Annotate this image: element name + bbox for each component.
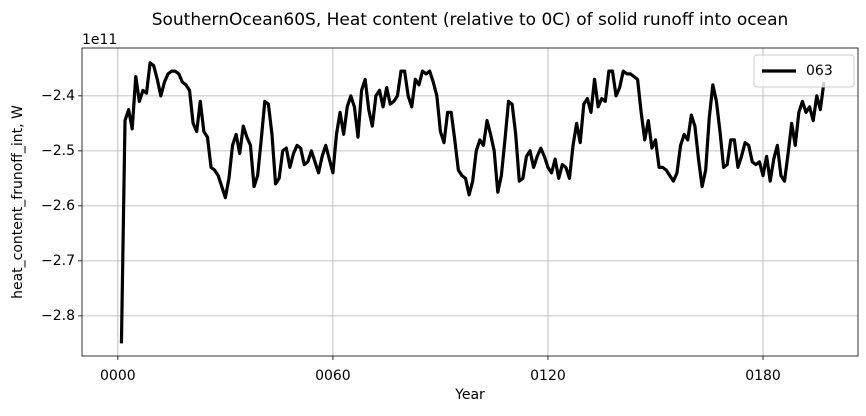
y-tick-label: −2.5 [41, 143, 75, 159]
x-tick-label: 0060 [315, 368, 351, 384]
x-tick-label: 0120 [530, 368, 566, 384]
x-tick-label: 0180 [745, 368, 781, 384]
y-tick-label: −2.7 [41, 253, 75, 269]
y-tick-label: −2.8 [41, 308, 75, 324]
y-tick-label: −2.6 [41, 198, 75, 214]
x-tick-label: 0000 [100, 368, 136, 384]
chart-title: SouthernOcean60S, Heat content (relative… [152, 10, 789, 30]
y-tick-label: −2.4 [41, 88, 75, 104]
plot-frame [81, 47, 859, 357]
y-axis-label: heat_content_frunoff_int, W [10, 105, 26, 299]
offset-text: 1e11 [82, 32, 117, 48]
legend-label: 063 [806, 63, 833, 79]
x-axis-label: Year [454, 387, 485, 403]
legend-box [753, 54, 855, 88]
data-line [119, 61, 826, 344]
